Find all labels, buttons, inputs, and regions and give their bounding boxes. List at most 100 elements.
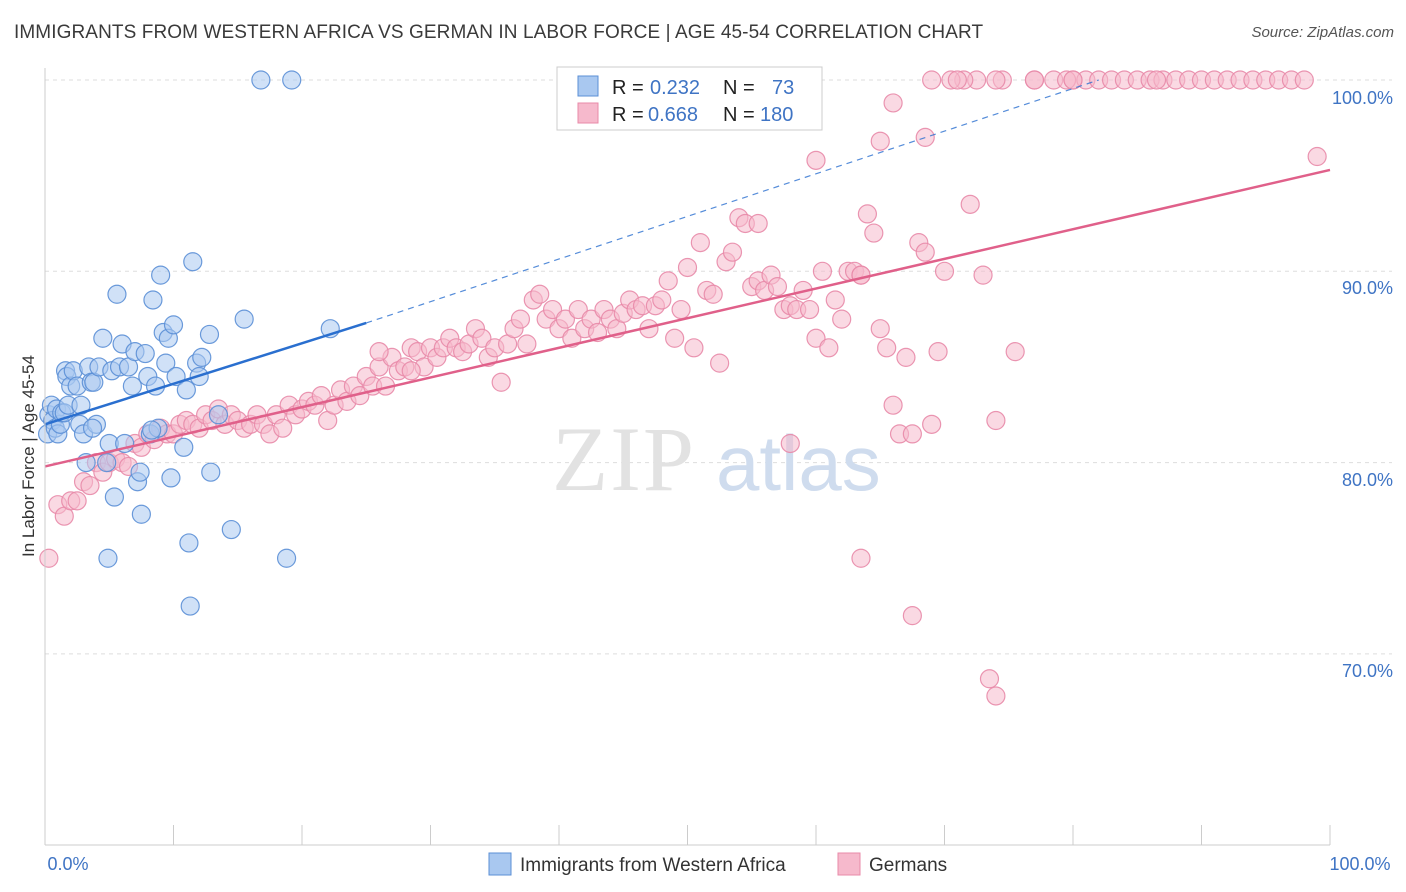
stats-legend-swatch-blue bbox=[577, 75, 599, 97]
data-point bbox=[97, 453, 117, 473]
data-point bbox=[176, 380, 196, 400]
data-point bbox=[131, 504, 151, 524]
x-tick-label-min: 0.0% bbox=[47, 854, 88, 874]
bottom-legend: Immigrants from Western Africa Germans bbox=[488, 852, 947, 876]
data-point bbox=[812, 261, 833, 281]
y-tick-label-80: 80.0% bbox=[1342, 470, 1393, 490]
data-point bbox=[883, 395, 903, 415]
data-point bbox=[491, 372, 511, 392]
data-point bbox=[915, 242, 935, 262]
data-point bbox=[273, 418, 293, 438]
data-point bbox=[902, 606, 922, 626]
y-axis-title: In Labor Force | Age 45-54 bbox=[19, 355, 38, 557]
data-point bbox=[684, 338, 704, 358]
data-point bbox=[156, 353, 176, 373]
data-point bbox=[143, 290, 163, 310]
stats-n-value-blue: 73 bbox=[772, 77, 794, 99]
data-point bbox=[806, 150, 826, 170]
y-tick-label-100: 100.0% bbox=[1332, 88, 1393, 108]
data-point bbox=[542, 299, 563, 320]
data-point bbox=[870, 131, 890, 151]
data-point bbox=[1146, 70, 1167, 90]
data-point bbox=[135, 343, 155, 364]
data-point bbox=[986, 70, 1006, 90]
data-point bbox=[174, 437, 194, 457]
data-point bbox=[234, 309, 254, 329]
data-point bbox=[934, 261, 955, 281]
y-tick-label-70: 70.0% bbox=[1342, 661, 1393, 681]
chart-title: IMMIGRANTS FROM WESTERN AFRICA VS GERMAN… bbox=[14, 22, 984, 43]
data-point bbox=[857, 204, 878, 224]
data-point bbox=[825, 290, 845, 310]
stats-n-label-pink: N = bbox=[723, 104, 755, 126]
data-point bbox=[568, 299, 588, 320]
data-point bbox=[748, 213, 768, 234]
data-point bbox=[928, 342, 948, 362]
data-point bbox=[142, 420, 162, 440]
data-point bbox=[122, 376, 142, 396]
data-point bbox=[276, 548, 297, 568]
data-point bbox=[104, 487, 124, 507]
stats-r-value-blue: 0.232 bbox=[650, 77, 700, 99]
data-point bbox=[221, 519, 241, 540]
data-point bbox=[1294, 70, 1314, 90]
data-point bbox=[851, 548, 871, 568]
stats-r-value-pink: 0.668 bbox=[648, 104, 698, 126]
data-point bbox=[780, 433, 800, 454]
stats-n-value-pink: 180 bbox=[760, 104, 793, 126]
chart-source: Source: ZipAtlas.com bbox=[1251, 24, 1394, 41]
data-point bbox=[922, 414, 942, 434]
germans-points bbox=[39, 70, 1327, 706]
data-point bbox=[690, 233, 710, 253]
data-point bbox=[161, 468, 181, 488]
data-point bbox=[130, 462, 150, 482]
bottom-legend-label-blue: Immigrants from Western Africa bbox=[520, 855, 786, 876]
data-point bbox=[1024, 70, 1045, 90]
data-point bbox=[555, 309, 576, 329]
data-point bbox=[665, 328, 685, 348]
bottom-legend-label-pink: Germans bbox=[869, 855, 947, 876]
data-point bbox=[896, 347, 916, 367]
data-point bbox=[922, 70, 942, 90]
data-point bbox=[251, 70, 271, 90]
data-point bbox=[401, 361, 421, 381]
stats-legend: R = 0.232 N = 73 R = 0.668 N = 180 bbox=[556, 66, 823, 131]
data-point bbox=[517, 334, 537, 354]
data-point bbox=[902, 424, 922, 444]
data-point bbox=[799, 299, 820, 320]
stats-n-label-blue: N = bbox=[723, 77, 755, 99]
data-point bbox=[98, 548, 118, 568]
data-point bbox=[870, 319, 890, 339]
data-point bbox=[979, 669, 1000, 689]
data-point bbox=[819, 338, 839, 358]
data-point bbox=[80, 475, 100, 496]
data-point bbox=[208, 405, 229, 425]
data-point bbox=[947, 70, 967, 90]
germans-trend-line bbox=[44, 168, 1331, 468]
data-point bbox=[960, 194, 980, 214]
data-point bbox=[851, 265, 871, 285]
bottom-legend-swatch-pink bbox=[837, 852, 861, 876]
y-tick-label-90: 90.0% bbox=[1342, 278, 1393, 298]
data-point bbox=[703, 284, 723, 304]
stats-legend-swatch-pink bbox=[577, 102, 599, 124]
data-point bbox=[767, 277, 788, 297]
data-point bbox=[67, 491, 87, 511]
data-point bbox=[832, 309, 852, 329]
data-point bbox=[93, 328, 113, 348]
data-point bbox=[311, 386, 331, 406]
western-africa-trend-extension bbox=[366, 79, 1099, 324]
data-point bbox=[1005, 342, 1025, 362]
stats-r-label-pink: R = bbox=[612, 104, 644, 126]
bottom-legend-swatch-blue bbox=[488, 852, 512, 876]
data-point bbox=[151, 265, 171, 285]
data-point bbox=[658, 271, 678, 291]
data-point bbox=[530, 284, 550, 304]
data-point bbox=[864, 223, 884, 243]
data-point bbox=[82, 418, 103, 438]
trend-lines bbox=[44, 79, 1331, 468]
data-point bbox=[806, 328, 826, 348]
watermark-zip: ZIP bbox=[552, 408, 696, 510]
data-point bbox=[163, 315, 184, 335]
data-point bbox=[39, 548, 59, 568]
